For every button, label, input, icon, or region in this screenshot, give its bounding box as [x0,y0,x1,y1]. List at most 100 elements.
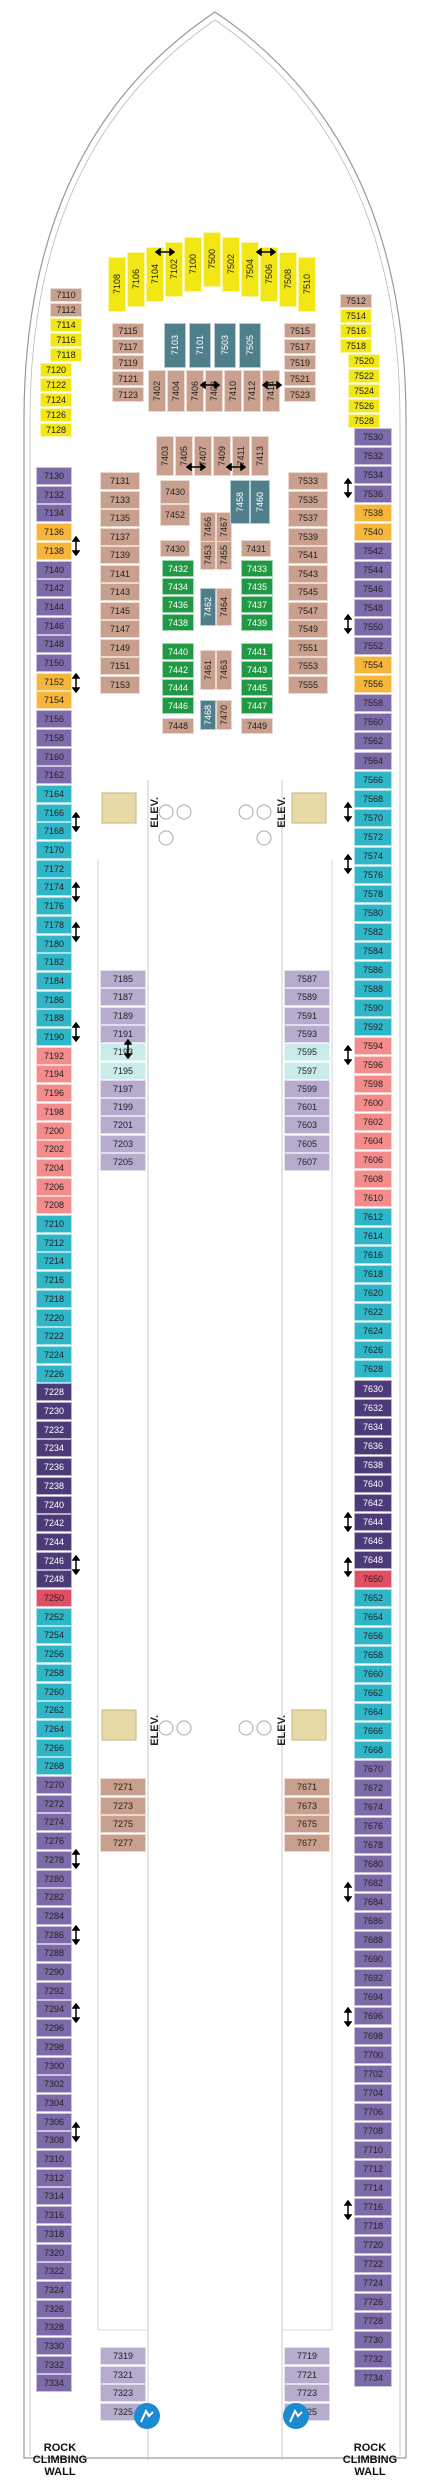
cabin-7555[interactable]: 7555 [288,675,328,694]
cabin-7294[interactable]: 7294 [36,2000,72,2019]
cabin-7720[interactable]: 7720 [354,2235,392,2254]
cabin-7132[interactable]: 7132 [36,485,72,504]
cabin-7314[interactable]: 7314 [36,2187,72,2206]
cabin-7464[interactable]: 7464 [216,588,232,626]
cabin-7628[interactable]: 7628 [354,1360,392,1379]
cabin-7135[interactable]: 7135 [100,509,140,527]
cabin-7612[interactable]: 7612 [354,1208,392,1227]
cabin-7448[interactable]: 7448 [162,718,194,734]
cabin-7688[interactable]: 7688 [354,1931,392,1950]
cabin-7160[interactable]: 7160 [36,747,72,766]
cabin-7562[interactable]: 7562 [354,732,392,751]
cabin-7197[interactable]: 7197 [100,1079,146,1098]
cabin-7549[interactable]: 7549 [288,620,328,638]
cabin-7664[interactable]: 7664 [354,1703,392,1721]
cabin-7187[interactable]: 7187 [100,988,146,1007]
cabin-7600[interactable]: 7600 [354,1094,392,1113]
cabin-7542[interactable]: 7542 [354,542,392,561]
cabin-7130[interactable]: 7130 [36,467,72,485]
cabin-7538[interactable]: 7538 [354,504,392,523]
cabin-7432[interactable]: 7432 [162,560,194,577]
cabin-7180[interactable]: 7180 [36,934,72,953]
cabin-7149[interactable]: 7149 [100,638,140,657]
cabin-7178[interactable]: 7178 [36,915,72,934]
cabin-7556[interactable]: 7556 [354,675,392,694]
cabin-7176[interactable]: 7176 [36,897,72,916]
cabin-7121[interactable]: 7121 [112,371,144,386]
cabin-7632[interactable]: 7632 [354,1398,392,1417]
cabin-7441[interactable]: 7441 [241,643,273,660]
cabin-7453[interactable]: 7453 [200,540,216,570]
cabin-7208[interactable]: 7208 [36,1196,72,1215]
cabin-7258[interactable]: 7258 [36,1663,72,1682]
cabin-7216[interactable]: 7216 [36,1271,72,1290]
cabin-7540[interactable]: 7540 [354,523,392,542]
cabin-7566[interactable]: 7566 [354,770,392,789]
cabin-7273[interactable]: 7273 [100,1796,146,1815]
cabin-7520[interactable]: 7520 [348,354,380,368]
cabin-7595[interactable]: 7595 [284,1043,330,1062]
cabin-7516[interactable]: 7516 [340,324,372,338]
cabin-7533[interactable]: 7533 [288,472,328,490]
cabin-7726[interactable]: 7726 [354,2292,392,2311]
cabin-7332[interactable]: 7332 [36,2355,72,2374]
cabin-7449[interactable]: 7449 [241,718,273,734]
cabin-7238[interactable]: 7238 [36,1476,72,1495]
cabin-7706[interactable]: 7706 [354,2102,392,2121]
cabin-7324[interactable]: 7324 [36,2280,72,2299]
cabin-7593[interactable]: 7593 [284,1024,330,1043]
cabin-7436[interactable]: 7436 [162,596,194,613]
cabin-7675[interactable]: 7675 [284,1815,330,1833]
cabin-7666[interactable]: 7666 [354,1722,392,1741]
cabin-7560[interactable]: 7560 [354,713,392,732]
cabin-7684[interactable]: 7684 [354,1893,392,1912]
cabin-7147[interactable]: 7147 [100,620,140,638]
cabin-7431[interactable]: 7431 [241,540,271,557]
cabin-7319[interactable]: 7319 [100,2347,146,2365]
cabin-7240[interactable]: 7240 [36,1495,72,1514]
cabin-7588[interactable]: 7588 [354,979,392,998]
cabin-7112[interactable]: 7112 [50,303,82,317]
cabin-7144[interactable]: 7144 [36,597,72,616]
cabin-7136[interactable]: 7136 [36,523,72,542]
cabin-7443[interactable]: 7443 [241,661,273,678]
cabin-7292[interactable]: 7292 [36,1981,72,2000]
cabin-7277[interactable]: 7277 [100,1833,146,1852]
cabin-7724[interactable]: 7724 [354,2273,392,2292]
cabin-7133[interactable]: 7133 [100,490,140,509]
cabin-7714[interactable]: 7714 [354,2178,392,2197]
cabin-7288[interactable]: 7288 [36,1944,72,1963]
cabin-7252[interactable]: 7252 [36,1607,72,1626]
cabin-7694[interactable]: 7694 [354,1988,392,2007]
cabin-7523[interactable]: 7523 [284,387,316,402]
cabin-7676[interactable]: 7676 [354,1817,392,1836]
cabin-7272[interactable]: 7272 [36,1794,72,1813]
cabin-7101[interactable]: 7101 [189,323,211,368]
cabin-7302[interactable]: 7302 [36,2075,72,2094]
cabin-7594[interactable]: 7594 [354,1036,392,1055]
cabin-7275[interactable]: 7275 [100,1815,146,1833]
cabin-7409[interactable]: 7409 [213,436,231,476]
cabin-7721[interactable]: 7721 [284,2365,330,2384]
cabin-7139[interactable]: 7139 [100,546,140,564]
cabin-7539[interactable]: 7539 [288,527,328,546]
cabin-7710[interactable]: 7710 [354,2140,392,2159]
cabin-7678[interactable]: 7678 [354,1836,392,1855]
cabin-7212[interactable]: 7212 [36,1233,72,1252]
cabin-7439[interactable]: 7439 [241,614,273,631]
cabin-7280[interactable]: 7280 [36,1869,72,1888]
cabin-7521[interactable]: 7521 [284,371,316,386]
cabin-7642[interactable]: 7642 [354,1493,392,1512]
cabin-7672[interactable]: 7672 [354,1779,392,1798]
cabin-7638[interactable]: 7638 [354,1455,392,1474]
cabin-7220[interactable]: 7220 [36,1308,72,1327]
cabin-7137[interactable]: 7137 [100,527,140,546]
cabin-7204[interactable]: 7204 [36,1158,72,1177]
cabin-7188[interactable]: 7188 [36,1009,72,1028]
cabin-7680[interactable]: 7680 [354,1855,392,1874]
cabin-7189[interactable]: 7189 [100,1006,146,1025]
cabin-7186[interactable]: 7186 [36,990,72,1009]
cabin-7447[interactable]: 7447 [241,697,273,714]
cabin-7200[interactable]: 7200 [36,1121,72,1140]
cabin-7500[interactable]: 7500 [203,232,221,287]
